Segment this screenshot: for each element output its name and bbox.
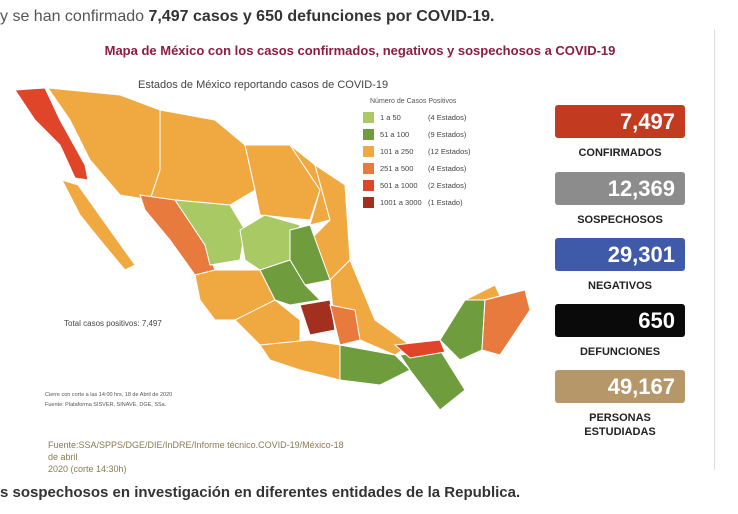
map-note: Cierre con corte a las 14:00 hrs, 18 de … [45,392,172,398]
legend-range: 101 a 250 [380,147,413,156]
legend: 1 a 50 (4 Estados) 51 a 100 (9 Estados) 101 … [363,112,471,208]
legend-range: 51 a 100 [380,130,409,139]
headline-text: y se han confirmado [0,8,149,25]
source-line: Fuente:SSA/SPPS/DGE/DIE/InDRE/Informe té… [48,440,344,462]
footer-text: s sospechosos en investigación en difere… [0,484,521,501]
state [289,224,331,286]
state [149,109,256,206]
legend-count: (4 Estados) [428,164,467,173]
legend-count: (12 Estados) [428,147,471,156]
legend-count: (4 Estados) [428,113,467,122]
state [399,349,466,411]
state [393,339,446,359]
stat-label: SOSPECHOSOS [577,214,663,226]
headline-bold: 7,497 casos y 650 defunciones por COVID-… [148,8,495,25]
state [259,339,341,381]
stat-label: CONFIRMADOS [578,147,662,159]
map-shapes [14,87,531,411]
legend-swatch [363,112,374,123]
legend-swatch [363,163,374,174]
state [174,199,246,266]
legend-count: (2 Estados) [428,181,467,190]
legend-swatch [363,180,374,191]
legend-count: (9 Estados) [428,130,467,139]
state [244,144,321,221]
state [234,299,301,346]
stat-label: NEGATIVOS [588,280,652,292]
legend-count: (1 Estado) [428,198,463,207]
state [481,289,531,356]
stat-value: 12,369 [555,172,685,205]
state [289,144,331,226]
legend-swatch [363,146,374,157]
legend-swatch [363,197,374,208]
source: Fuente:SSA/SPPS/DGE/DIE/InDRE/Informe té… [48,439,348,475]
state [339,344,411,386]
map-note: Fuente: Plataforma SISVER, SINAVE, DGE, … [45,402,167,408]
map-total: Total casos positivos: 7,497 [64,319,162,328]
headline: y se han confirmado 7,497 casos y 650 de… [0,8,494,26]
infographic-title: Mapa de México con los casos confirmados… [104,43,616,58]
stat-value: 29,301 [555,238,685,271]
map-title: Estados de México reportando casos de CO… [138,79,388,91]
stat-value: 650 [555,304,685,337]
state [329,304,361,346]
legend-range: 251 a 500 [380,164,413,173]
legend-range: 1001 a 3000 [380,198,422,207]
stat-value: 49,167 [555,370,685,403]
legend-swatch [363,129,374,140]
legend-range: 501 a 1000 [380,181,418,190]
legend-title: Número de Casos Positivos [370,98,457,105]
stat-label: DEFUNCIONES [579,346,661,358]
legend-range: 1 a 50 [380,113,401,122]
map: Estados de México reportando casos de CO… [14,79,531,411]
stat-value: 7,497 [555,105,685,138]
source-line: 2020 (corte 14:30h) [48,464,127,474]
state [61,179,136,271]
divider [714,30,715,470]
stat-label: PERSONAS ESTUDIADAS [584,412,656,438]
state [14,87,89,181]
state [439,297,486,361]
